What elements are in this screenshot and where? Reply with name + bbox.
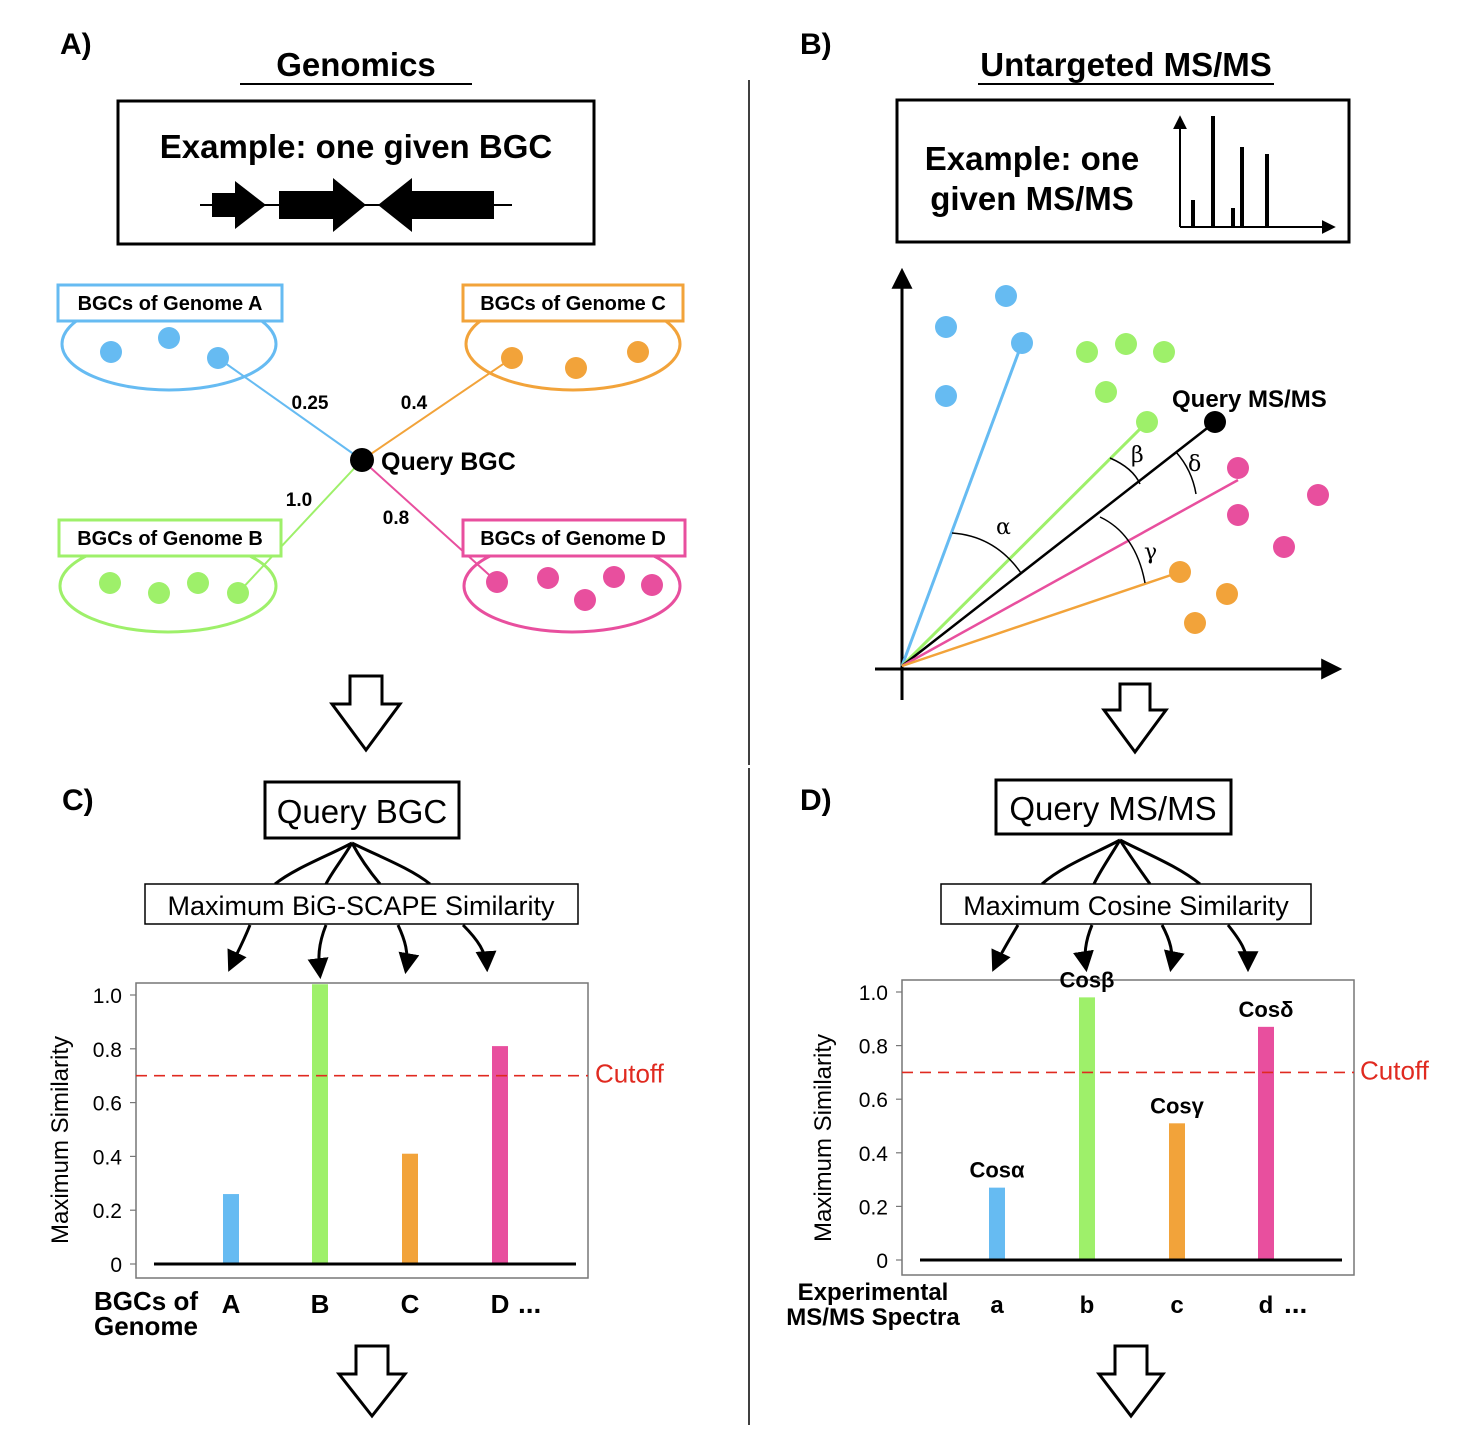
chart-c-bar-C (402, 1153, 418, 1264)
chart-c-category-label: D (491, 1289, 510, 1319)
bigscape-method-label: Maximum BiG-SCAPE Similarity (167, 891, 555, 921)
angle-gamma: γ (1144, 540, 1157, 565)
query-msms-box-label: Query MS/MS (1009, 790, 1216, 827)
chart-c-ytick-label: 0.8 (93, 1039, 122, 1062)
down-arrow-a (329, 674, 403, 753)
chart-d-ytick-label: 0.6 (859, 1089, 888, 1112)
chart-c: Maximum Similarity 0 0.2 0.4 0.6 0.8 1.0 Cuto… (47, 982, 665, 1341)
chart-d-ytick-label: 0.2 (859, 1196, 888, 1219)
chart-d-xlabel-line2: MS/MS Spectra (786, 1304, 960, 1331)
panel-a: A) Genomics Example: one given BGC BGCs … (56, 28, 687, 753)
group-genome-b: BGCs of Genome B (57, 518, 283, 634)
chart-d-ellipsis: ... (1284, 1288, 1307, 1319)
cosine-method-box (940, 883, 1312, 925)
panel-d: D) Query MS/MS Maximum Cosine Similarity… (786, 778, 1430, 1419)
chart-c-ytick-label: 0.6 (93, 1093, 122, 1116)
chart-d-ytick-label: 1.0 (859, 982, 888, 1005)
panel-a-title: Genomics (276, 46, 436, 83)
chart-c-frame (135, 982, 589, 1279)
score-genome-a: 0.25 (292, 393, 329, 414)
chart-d-frame (901, 979, 1355, 1276)
chart-d-category-label: c (1170, 1292, 1183, 1319)
chart-c-cutoff-label: Cutoff (595, 1059, 665, 1089)
score-genome-b: 1.0 (286, 490, 312, 511)
chart-c-bar-A (223, 1194, 239, 1264)
panel-b-letter: B) (800, 28, 832, 61)
down-arrow-d (1095, 1344, 1167, 1419)
score-genome-d: 0.8 (383, 508, 409, 529)
query-msms-label: Query MS/MS (1172, 386, 1327, 413)
chart-d-cutoff-label: Cutoff (1360, 1055, 1430, 1085)
chart-d-category-label: a (990, 1292, 1004, 1319)
chart-d-bar-c (1169, 1123, 1185, 1260)
chart-c-category-label: A (222, 1289, 241, 1319)
chart-d-ytick-label: 0.8 (859, 1036, 888, 1059)
chart-c-ytick-label: 0 (110, 1254, 122, 1277)
chart-d-category-label: d (1259, 1292, 1274, 1319)
chart-d: Maximum Similarity 0 0.2 0.4 0.6 0.8 1.0 Cuto… (786, 967, 1429, 1331)
score-genome-c: 0.4 (401, 393, 428, 414)
bigscape-method-box (144, 883, 579, 925)
example-bgc-label: Example: one given BGC (160, 128, 552, 165)
chart-d-xlabel-line1: Experimental (798, 1279, 949, 1306)
chart-c-bar-D (492, 1046, 508, 1264)
query-bgc-node (350, 448, 374, 472)
query-msms-node (1204, 411, 1226, 433)
query-msms-box (994, 778, 1233, 836)
panel-d-letter: D) (800, 784, 832, 817)
chart-d-ylabel: Maximum Similarity (810, 1034, 837, 1242)
example-msms-box (895, 98, 1351, 244)
group-genome-c: BGCs of Genome C (461, 283, 685, 392)
group-label-genome-b: BGCs of Genome B (77, 528, 263, 550)
chart-c-ytick-label: 0.2 (93, 1200, 122, 1223)
group-label-genome-a: BGCs of Genome A (78, 293, 263, 315)
chart-d-bar-label: Cosγ (1150, 1093, 1205, 1118)
group-genome-a: BGCs of Genome A (56, 283, 284, 392)
example-bgc-box (116, 99, 596, 246)
query-bgc-box-label: Query BGC (277, 793, 448, 830)
chart-c-ellipsis: ... (518, 1288, 541, 1319)
panel-b: B) Untargeted MS/MS Example: one given M… (800, 28, 1351, 755)
chart-c-category-label: C (401, 1289, 420, 1319)
panel-b-title: Untargeted MS/MS (980, 46, 1272, 83)
panel-c-letter: C) (62, 784, 94, 817)
chart-c-ylabel: Maximum Similarity (47, 1036, 74, 1244)
chart-d-bar-label: Cosβ (1060, 967, 1115, 992)
chart-c-bar-B (312, 984, 328, 1264)
angle-alpha: α (996, 515, 1011, 540)
query-bgc-label: Query BGC (381, 448, 516, 476)
chart-c-ytick-label: 1.0 (93, 985, 122, 1008)
chart-d-bar-b (1079, 997, 1095, 1260)
chart-c-xlabel-line1: BGCs of (94, 1286, 198, 1316)
chart-d-bar-label: Cosδ (1239, 997, 1294, 1022)
chart-d-bar-label: Cosα (969, 1158, 1025, 1183)
chart-d-category-label: b (1080, 1292, 1095, 1319)
down-arrow-b (1101, 682, 1169, 755)
chart-d-ytick-label: 0 (876, 1250, 888, 1273)
example-msms-label-line2: given MS/MS (930, 180, 1134, 217)
group-label-genome-d: BGCs of Genome D (480, 528, 666, 550)
cosine-method-label: Maximum Cosine Similarity (963, 891, 1289, 921)
chart-c-ytick-label: 0.4 (93, 1146, 123, 1169)
chart-c-xlabel-line2: Genome (94, 1311, 198, 1341)
angle-beta: β (1131, 443, 1144, 468)
panel-c: C) Query BGC Maximum BiG-SCAPE Similarit… (47, 780, 665, 1419)
group-genome-d: BGCs of Genome D (461, 518, 687, 634)
gene-cluster-icon (200, 178, 512, 232)
group-label-genome-c: BGCs of Genome C (480, 293, 666, 315)
spectrum-icon (1173, 115, 1336, 234)
down-arrow-c (335, 1344, 409, 1419)
chart-d-bar-a (989, 1187, 1005, 1260)
query-bgc-box (263, 780, 461, 840)
chart-d-ytick-label: 0.4 (859, 1143, 889, 1166)
panel-a-letter: A) (60, 28, 92, 61)
chart-d-bar-d (1258, 1026, 1274, 1260)
angle-delta: δ (1188, 452, 1201, 477)
chart-c-category-label: B (311, 1289, 330, 1319)
example-msms-label-line1: Example: one (925, 140, 1140, 177)
